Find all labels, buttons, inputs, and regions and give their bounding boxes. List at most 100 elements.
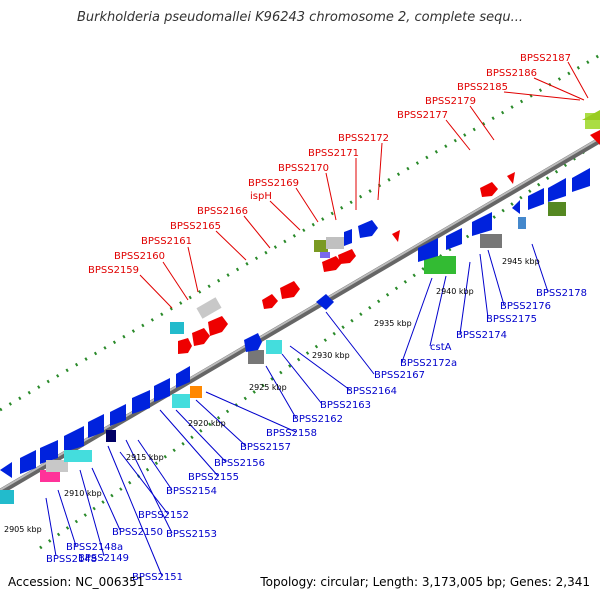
- tick-2940: 2940 kbp: [436, 287, 474, 296]
- tick-2905: 2905 kbp: [4, 525, 42, 534]
- label-bpss2160: BPSS2160: [114, 251, 165, 262]
- feature-bpss2148a: [40, 470, 60, 482]
- feature-bpss2159: [178, 338, 192, 354]
- label-bpss2176: BPSS2176: [500, 301, 551, 312]
- label-bpss2158: BPSS2158: [266, 428, 317, 439]
- label-bpss2171: BPSS2171: [308, 148, 359, 159]
- feature-blue-h: [572, 168, 590, 192]
- feature-blue-c: [446, 228, 462, 250]
- feature-isph: [322, 256, 342, 272]
- feature-cstA: [424, 256, 456, 274]
- label-bpss2164: BPSS2164: [346, 386, 397, 397]
- label-bpss2153: BPSS2153: [166, 529, 217, 540]
- feature-bpss2164: [316, 294, 334, 310]
- feature-lower-left-8: [154, 378, 170, 402]
- feature-blue-f: [528, 188, 544, 210]
- label-bpss2177: BPSS2177: [397, 110, 448, 121]
- feature-olive: [548, 202, 566, 216]
- feature-blue-b: [418, 238, 438, 262]
- label-bpss2167: BPSS2167: [374, 370, 425, 381]
- label-bpss2161: BPSS2161: [141, 236, 192, 247]
- feature-lower-left-1: [0, 462, 12, 478]
- feature-bpss2165: [262, 294, 278, 309]
- label-bpss2187: BPSS2187: [520, 53, 571, 64]
- feature-blue-d: [472, 212, 492, 236]
- topology-text: Topology: circular; Length: 3,173,005 bp…: [260, 575, 590, 589]
- label-bpss2148a: BPSS2148a: [66, 542, 123, 553]
- feature-bpss2169: [338, 249, 356, 264]
- label-bpss2157: BPSS2157: [240, 442, 291, 453]
- feature-lower-left-6: [110, 404, 126, 426]
- lower-feature-labels[interactable]: BPSS2148 BPSS2148a BPSS2149 BPSS2150 BPS…: [46, 288, 587, 583]
- label-bpss2154: BPSS2154: [166, 486, 217, 497]
- label-bpss2148: BPSS2148: [46, 554, 97, 565]
- tick-2915: 2915 kbp: [126, 453, 164, 462]
- feature-bpss2161-gray: [196, 297, 222, 319]
- label-bpss2149: BPSS2149: [78, 553, 129, 564]
- lower-strand-features[interactable]: [0, 168, 590, 504]
- feature-gray-3: [480, 234, 502, 248]
- label-bpss2150: BPSS2150: [112, 527, 163, 538]
- feature-gray-2: [248, 350, 264, 364]
- feature-bpss2150: [106, 430, 116, 442]
- label-bpss2163: BPSS2163: [320, 400, 371, 411]
- feature-bpss2176: [518, 217, 526, 229]
- label-bpss2175: BPSS2175: [486, 314, 537, 325]
- label-isph: ispH: [250, 191, 272, 202]
- feature-lower-left-4: [64, 426, 84, 452]
- label-bpss2179: BPSS2179: [425, 96, 476, 107]
- tick-2920: 2920 kbp: [188, 419, 226, 428]
- feature-blue-a: [244, 333, 262, 352]
- feature-lower-left-5: [88, 414, 104, 438]
- label-bpss2152: BPSS2152: [138, 510, 189, 521]
- tick-2945: 2945 kbp: [502, 257, 540, 266]
- label-bpss2166: BPSS2166: [197, 206, 248, 217]
- feature-bpss2161: [208, 316, 228, 336]
- label-bpss2172: BPSS2172: [338, 133, 389, 144]
- label-bpss2170: BPSS2170: [278, 163, 329, 174]
- upper-strand-features[interactable]: [170, 110, 600, 354]
- feature-bpss2160: [192, 328, 210, 346]
- feature-cyan-5: [266, 340, 282, 354]
- label-bpss2159: BPSS2159: [88, 265, 139, 276]
- feature-gray-1: [46, 460, 68, 472]
- lower-dotted-line: [39, 138, 600, 550]
- label-bpss2185: BPSS2185: [457, 82, 508, 93]
- feature-bpss2171: [344, 229, 352, 246]
- feature-bpss2170b: [326, 237, 344, 249]
- feature-lower-left-9: [176, 366, 190, 388]
- map-title: Burkholderia pseudomallei K96243 chromos…: [76, 10, 524, 25]
- label-bpss2174: BPSS2174: [456, 330, 507, 341]
- feature-lower-left-3: [40, 440, 58, 464]
- label-bpss2155: BPSS2155: [188, 472, 239, 483]
- feature-purple: [320, 252, 330, 258]
- feature-cyan-1: [170, 322, 184, 334]
- upper-feature-labels[interactable]: BPSS2159 BPSS2160 BPSS2161 BPSS2165 BPSS…: [88, 53, 571, 276]
- leader-lines: [45, 61, 589, 577]
- tick-2925: 2925 kbp: [249, 383, 287, 392]
- label-bpss2172a: BPSS2172a: [400, 358, 457, 369]
- tick-2930: 2930 kbp: [312, 351, 350, 360]
- feature-lower-left-2: [20, 450, 36, 474]
- label-bpss2186: BPSS2186: [486, 68, 537, 79]
- feature-bpss2179: [507, 172, 515, 184]
- label-bpss2156: BPSS2156: [214, 458, 265, 469]
- feature-bpss2186: [590, 130, 600, 145]
- feature-blue-e: [512, 200, 520, 214]
- feature-bpss2187: [582, 110, 600, 120]
- label-bpss2178: BPSS2178: [536, 288, 587, 299]
- label-bpss2162: BPSS2162: [292, 414, 343, 425]
- feature-cyan-4: [172, 394, 190, 408]
- feature-orange: [190, 386, 202, 398]
- scale-ticks: 2905 kbp 2910 kbp 2915 kbp 2920 kbp 2925…: [4, 257, 540, 534]
- label-csta: cstA: [430, 342, 452, 353]
- label-bpss2165: BPSS2165: [170, 221, 221, 232]
- feature-lower-left-7: [132, 390, 150, 414]
- upper-dotted-line: [0, 53, 600, 412]
- label-bpss2151: BPSS2151: [132, 572, 183, 583]
- tick-2910: 2910 kbp: [64, 489, 102, 498]
- label-bpss2169: BPSS2169: [248, 178, 299, 189]
- feature-blue-g: [548, 178, 566, 202]
- feature-red-arrow-1: [392, 230, 400, 242]
